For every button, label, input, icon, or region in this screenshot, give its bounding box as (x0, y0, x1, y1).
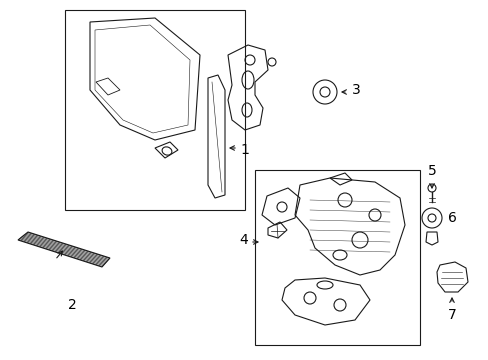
Text: 7: 7 (447, 308, 455, 322)
Bar (65, 10, 244, 210)
Text: 6: 6 (447, 211, 456, 225)
Text: 1: 1 (240, 143, 248, 157)
Bar (254, 170, 419, 345)
Text: 4: 4 (239, 233, 247, 247)
Text: 5: 5 (427, 164, 435, 178)
Text: 2: 2 (67, 298, 76, 312)
Text: 3: 3 (351, 83, 360, 97)
